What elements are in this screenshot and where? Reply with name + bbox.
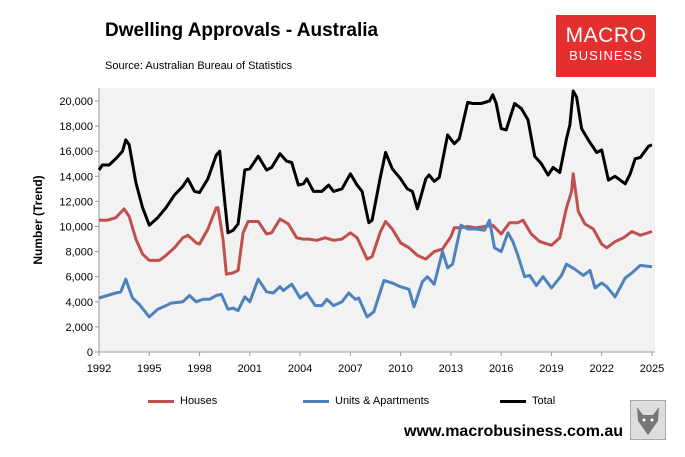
wolf-icon <box>630 400 666 440</box>
website-url: www.macrobusiness.com.au <box>404 423 624 440</box>
x-tick-label: 1992 <box>87 363 111 375</box>
y-tick-label: 10,000 <box>59 222 93 234</box>
x-tick-label: 1998 <box>187 363 211 375</box>
y-tick-label: 8,000 <box>65 247 93 259</box>
y-tick-label: 2,000 <box>65 322 93 334</box>
chart-title: Dwelling Approvals - Australia <box>105 20 379 41</box>
legend-total: Total <box>500 395 555 407</box>
y-tick-label: 0 <box>87 347 93 359</box>
x-tick-label: 2013 <box>439 363 463 375</box>
x-tick-label: 2007 <box>338 363 362 375</box>
y-tick-label: 6,000 <box>65 272 93 284</box>
x-tick-label: 2001 <box>238 363 262 375</box>
legend-label: Units & Apartments <box>335 395 430 407</box>
y-tick-label: 16,000 <box>59 146 93 158</box>
legend-swatch <box>500 399 526 403</box>
legend-label: Houses <box>180 395 218 407</box>
series-line-houses <box>99 172 653 276</box>
x-tick-label: 1995 <box>137 363 161 375</box>
logo-line1: MACRO <box>565 24 647 47</box>
x-tick-label: 2016 <box>489 363 513 375</box>
series-line-total <box>97 89 653 235</box>
x-tick-label: 2025 <box>640 363 664 375</box>
legend-swatch <box>148 399 174 403</box>
chart-source: Source: Australian Bureau of Statistics <box>105 60 293 72</box>
y-tick-label: 20,000 <box>59 96 93 108</box>
y-tick-label: 12,000 <box>59 196 93 208</box>
macrobusiness-logo: MACRO BUSINESS <box>556 15 656 77</box>
y-tick-label: 18,000 <box>59 121 93 133</box>
x-tick-label: 2022 <box>589 363 613 375</box>
legend-swatch <box>303 399 329 403</box>
legend-houses: Houses <box>148 395 217 407</box>
legend-label: Total <box>532 395 556 407</box>
x-tick-label: 2019 <box>539 363 563 375</box>
x-tick-label: 2004 <box>288 363 312 375</box>
series-line-units-apartments <box>98 218 653 319</box>
y-axis-label: Number (Trend) <box>31 175 45 264</box>
legend-units: Units & Apartments <box>303 395 429 407</box>
logo-line2: BUSINESS <box>569 48 643 63</box>
plot-area <box>99 88 655 352</box>
y-tick-label: 4,000 <box>65 297 93 309</box>
y-tick-label: 14,000 <box>59 171 93 183</box>
x-tick-label: 2010 <box>388 363 412 375</box>
